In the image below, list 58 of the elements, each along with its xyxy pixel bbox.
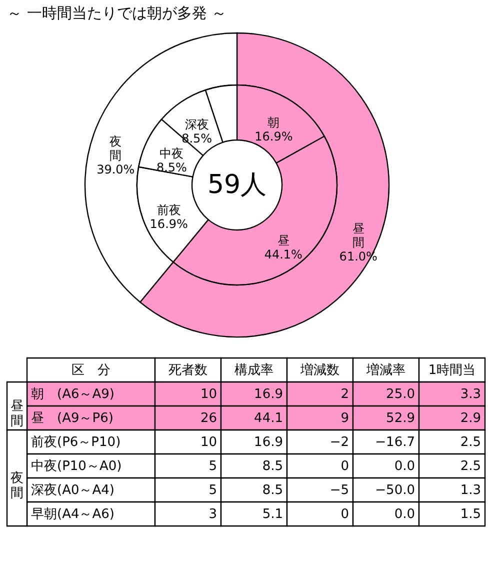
- chart-title: ～ 一時間当たりでは朝が多発 ～: [7, 4, 227, 22]
- data-label: −16.7: [375, 435, 415, 450]
- category-label: 朝 (A6～A9): [31, 387, 114, 402]
- data-label: 0: [340, 459, 349, 474]
- data-label: 8.5: [262, 459, 283, 474]
- data-label: 39.0%: [96, 162, 135, 176]
- series-label: 1時間当: [428, 363, 476, 378]
- data-label: 1.5: [460, 507, 481, 522]
- data-label: 0.0: [394, 459, 415, 474]
- category-label: 前夜(P6～P10): [31, 434, 121, 450]
- data-label: 16.9%: [254, 129, 293, 144]
- slice-label: 朝: [268, 115, 280, 130]
- category-label: 昼 (A9～P6): [31, 411, 114, 426]
- slice-label: 深夜: [184, 118, 209, 132]
- data-label: 10: [200, 387, 217, 402]
- data-label: 9: [340, 411, 349, 426]
- data-label: 3: [208, 507, 217, 522]
- slice-label: 昼: [277, 234, 290, 248]
- data-label: 8.5%: [182, 132, 212, 146]
- slice-label: 夜間: [110, 134, 122, 162]
- data-label: 5: [208, 483, 217, 498]
- data-label: 16.9: [254, 435, 283, 450]
- category-label: 中夜(P10～A0): [31, 458, 122, 474]
- text: 区 分: [72, 363, 110, 378]
- data-label: 0.0: [394, 507, 415, 522]
- data-label: 16.9%: [150, 216, 188, 231]
- data-label: 26: [200, 411, 217, 426]
- data-label: 2.5: [460, 435, 481, 450]
- series-label: 増減率: [366, 362, 406, 378]
- data-label: 44.1%: [264, 248, 302, 262]
- text: 59人: [207, 170, 267, 200]
- series-label: 増減数: [300, 362, 340, 378]
- data-label: 44.1: [254, 411, 283, 426]
- data-label: 8.5: [262, 483, 283, 498]
- data-label: −5: [330, 483, 349, 498]
- data-label: 5: [208, 459, 217, 474]
- data-label: −2: [330, 435, 349, 450]
- data-label: 25.0: [386, 387, 415, 402]
- category-label: 早朝(A4～A6): [31, 507, 114, 522]
- slice-label: 中夜: [160, 146, 184, 161]
- data-label: 0: [340, 507, 349, 522]
- category-label: 深夜(A0～A4): [31, 482, 114, 498]
- data-label: 5.1: [262, 507, 283, 522]
- text: 夜間: [10, 470, 24, 501]
- data-label: 2: [340, 387, 349, 402]
- data-label: 2.9: [460, 411, 481, 426]
- slice-label: 昼間: [352, 222, 364, 250]
- data-label: −50.0: [375, 483, 415, 498]
- slice-label: 前夜: [156, 202, 181, 217]
- series-label: 構成率: [234, 362, 274, 378]
- data-label: 16.9: [254, 387, 283, 402]
- text: 昼間: [10, 399, 24, 429]
- data-label: 2.5: [460, 459, 481, 474]
- data-label: 3.3: [460, 387, 481, 402]
- data-label: 52.9: [386, 411, 415, 426]
- data-label: 1.3: [460, 483, 481, 498]
- series-label: 死者数: [168, 363, 208, 378]
- data-label: 10: [200, 435, 217, 450]
